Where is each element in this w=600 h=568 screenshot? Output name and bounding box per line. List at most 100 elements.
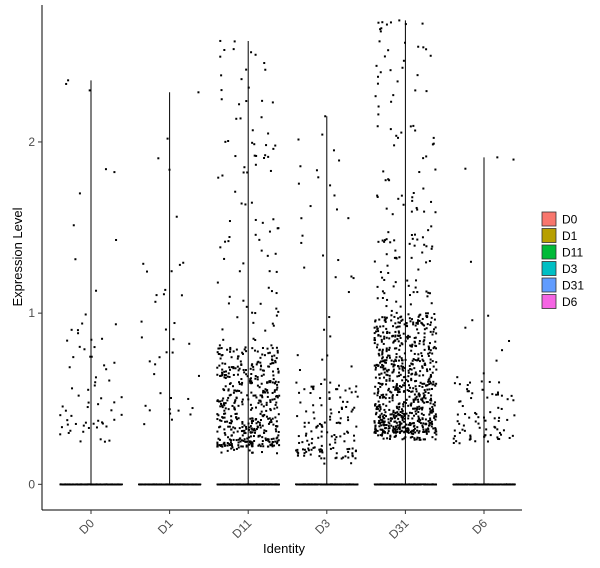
data-point — [221, 399, 224, 402]
data-point — [297, 483, 299, 486]
data-point — [231, 444, 234, 447]
data-point — [220, 404, 223, 407]
data-point — [197, 91, 200, 94]
data-point — [219, 483, 221, 485]
data-point — [217, 484, 219, 486]
data-point — [107, 483, 109, 486]
data-point — [243, 371, 246, 374]
data-point — [68, 483, 70, 486]
data-point — [252, 321, 255, 324]
data-point — [264, 68, 267, 71]
data-point — [191, 407, 194, 410]
data-point — [241, 483, 244, 486]
data-point — [218, 483, 220, 486]
data-point — [334, 441, 337, 444]
data-point — [226, 375, 229, 378]
data-point — [219, 405, 222, 408]
data-point — [251, 441, 254, 444]
data-point — [112, 483, 114, 486]
data-point — [271, 483, 273, 485]
data-point — [310, 385, 313, 388]
data-point — [321, 449, 324, 452]
data-point — [344, 389, 347, 392]
data-point — [226, 483, 229, 486]
data-point — [317, 436, 320, 439]
data-point — [267, 483, 269, 486]
data-point — [241, 426, 244, 429]
data-point — [241, 400, 244, 403]
data-point — [245, 444, 248, 447]
data-point — [303, 421, 306, 424]
data-point — [245, 445, 248, 448]
data-point — [72, 483, 75, 485]
data-point — [303, 388, 306, 391]
data-point — [217, 437, 220, 440]
data-point — [276, 452, 279, 455]
data-point — [335, 452, 338, 455]
data-point — [97, 419, 100, 422]
data-point — [273, 407, 276, 410]
data-point — [242, 299, 245, 302]
data-point — [260, 410, 263, 413]
plot-area — [59, 19, 516, 486]
data-point — [352, 277, 355, 280]
data-point — [251, 141, 254, 144]
data-point — [254, 394, 257, 397]
data-point — [245, 68, 248, 71]
data-point — [262, 415, 265, 418]
data-point — [303, 425, 306, 428]
data-point — [199, 483, 201, 486]
data-point — [313, 417, 316, 420]
data-point — [235, 117, 238, 120]
data-point — [233, 406, 236, 409]
data-point — [187, 483, 189, 486]
data-point — [82, 430, 85, 433]
data-point — [77, 332, 80, 335]
data-point — [311, 437, 314, 440]
data-point — [267, 155, 270, 158]
data-point — [269, 169, 272, 172]
data-point — [100, 397, 103, 400]
data-point — [224, 240, 227, 243]
data-point — [221, 445, 224, 448]
data-point — [262, 405, 265, 408]
data-point — [301, 234, 304, 237]
data-point — [159, 483, 161, 485]
data-point — [227, 372, 230, 375]
data-point — [148, 483, 150, 486]
data-point — [90, 355, 93, 358]
data-point — [277, 371, 280, 374]
data-point — [171, 351, 174, 354]
data-point — [264, 391, 267, 394]
data-point — [261, 369, 264, 372]
data-point — [72, 356, 75, 359]
data-point — [237, 441, 240, 444]
data-point — [71, 483, 74, 485]
violin-group — [138, 91, 202, 486]
data-point — [266, 438, 269, 441]
data-point — [142, 262, 145, 265]
data-point — [94, 483, 96, 485]
data-point — [236, 357, 239, 360]
data-point — [220, 354, 223, 357]
data-point — [172, 483, 175, 485]
data-point — [228, 421, 231, 424]
data-point — [336, 388, 339, 391]
data-point — [101, 421, 104, 424]
data-point — [92, 422, 95, 425]
data-point — [268, 270, 271, 273]
data-point — [230, 483, 232, 485]
data-point — [245, 350, 248, 353]
data-point — [239, 360, 242, 363]
data-point — [275, 437, 278, 440]
data-point — [237, 369, 240, 372]
data-point — [310, 430, 313, 433]
data-point — [275, 484, 277, 486]
data-point — [227, 436, 230, 439]
data-point — [151, 483, 153, 486]
data-point — [222, 442, 225, 445]
data-point — [157, 157, 160, 160]
data-point — [77, 483, 79, 486]
data-point — [350, 365, 353, 368]
data-point — [260, 374, 263, 377]
